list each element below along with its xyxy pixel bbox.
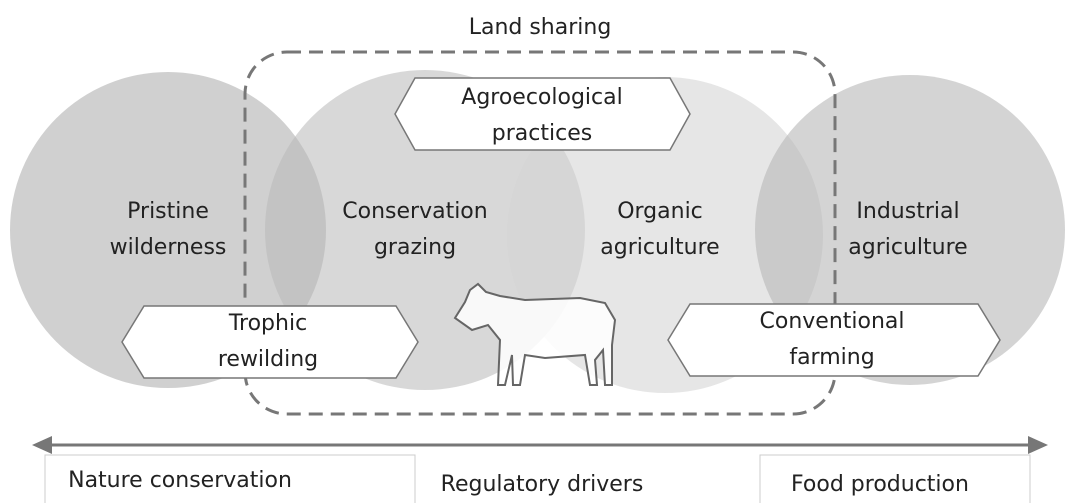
axis-label: Regulatory drivers [441,472,644,497]
arrow-head [32,436,52,454]
circle-label: Conservation [342,199,487,224]
circle-label: wilderness [110,235,227,260]
arrow-head [1028,436,1048,454]
circle-label: Organic [617,199,703,224]
practice-label: practices [492,121,592,146]
circle-label: grazing [374,235,456,260]
practice-label: rewilding [218,347,318,372]
axis-label: Nature conservation [68,468,292,493]
circle-label: Industrial [856,199,959,224]
diagram: Land sharing Pristine wilderness Conserv… [0,0,1065,503]
circle-label: agriculture [600,235,719,260]
practice-label: farming [789,345,874,370]
practice-label: Agroecological [461,85,622,110]
axis-label: Food production [791,472,969,497]
circle-label: agriculture [848,235,967,260]
practice-label: Trophic [228,311,307,336]
practice-label: Conventional [760,309,905,334]
title: Land sharing [469,15,612,40]
circle-label: Pristine [127,199,209,224]
